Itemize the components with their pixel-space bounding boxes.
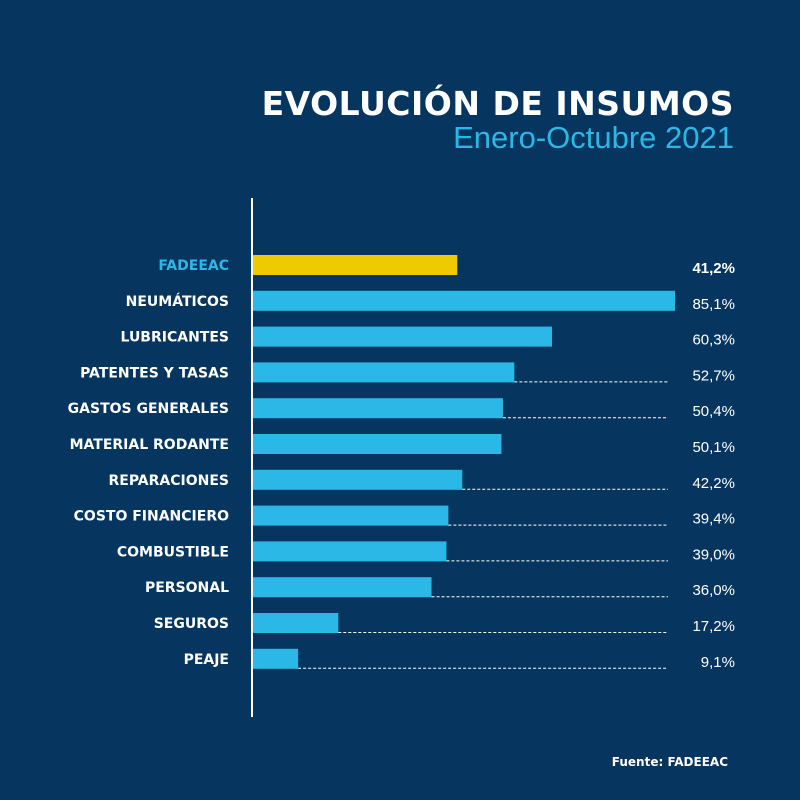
value-label: 42,2% (692, 475, 735, 492)
bar (253, 648, 299, 669)
category-label: REPARACIONES (108, 473, 229, 489)
value-label: 50,4% (692, 403, 735, 420)
value-label: 39,0% (692, 546, 735, 563)
category-label: GASTOS GENERALES (68, 401, 229, 417)
value-label: 85,1% (692, 296, 735, 313)
category-label: MATERIAL RODANTE (70, 437, 229, 453)
category-label: COSTO FINANCIERO (74, 509, 229, 525)
category-label: COMBUSTIBLE (117, 544, 229, 560)
bar (253, 362, 515, 383)
category-label: LUBRICANTES (121, 330, 229, 346)
bar (253, 469, 463, 490)
bar (253, 434, 502, 454)
bar (253, 541, 447, 562)
value-label: 9,1% (701, 654, 735, 671)
value-label: 41,2% (692, 260, 735, 277)
bar (253, 577, 432, 598)
bar (253, 255, 458, 275)
value-label: 60,3% (692, 332, 735, 349)
bar (253, 326, 553, 347)
bar (253, 613, 339, 633)
category-label: PERSONAL (145, 580, 229, 596)
value-label: 17,2% (692, 618, 735, 635)
category-label: FADEEAC (158, 258, 229, 274)
category-label: PEAJE (184, 652, 229, 668)
bar (253, 290, 675, 311)
value-label: 36,0% (692, 582, 735, 599)
value-label: 39,4% (692, 511, 735, 528)
value-label: 50,1% (692, 439, 735, 456)
value-label: 52,7% (692, 367, 735, 384)
chart-subtitle: Enero-Octubre 2021 (453, 120, 734, 155)
source-note: Fuente: FADEEAC (611, 755, 728, 769)
category-label: SEGUROS (154, 616, 229, 632)
category-label: PATENTES Y TASAS (80, 365, 229, 381)
category-label: NEUMÁTICOS (126, 293, 229, 310)
chart-title: EVOLUCIÓN DE INSUMOS (261, 84, 734, 123)
bar (253, 398, 503, 419)
bar (253, 505, 449, 526)
